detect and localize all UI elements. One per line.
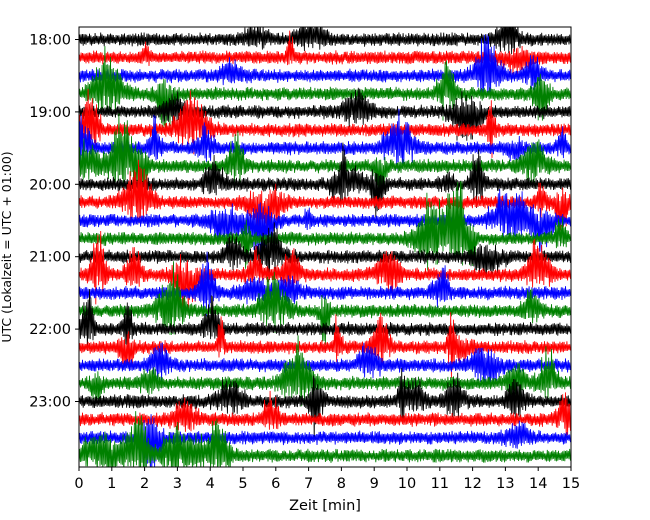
x-tick-label: 4 (206, 476, 215, 492)
x-tick-label: 9 (370, 476, 379, 492)
y-tick-label: 21:00 (29, 250, 71, 266)
x-tick-label: 10 (398, 476, 416, 492)
trace-group (79, 27, 571, 467)
trace-row-18 (79, 342, 571, 388)
trace-row-15 (79, 261, 571, 345)
trace-row-11 (79, 181, 571, 271)
x-tick-label: 5 (238, 476, 247, 492)
plot-frame (78, 26, 572, 468)
y-axis-title: UTC (Lokalzeit = UTC + 01:00) (0, 151, 14, 342)
y-axis: 18:00 19:00 20:00 21:00 22:00 23:00 (29, 33, 79, 411)
trace-row-8 (79, 142, 571, 218)
x-tick-label: 7 (304, 476, 313, 492)
trace-row-7 (79, 113, 571, 195)
x-tick-label: 8 (337, 476, 346, 492)
trace-row-12 (79, 222, 571, 281)
x-tick-label: 11 (431, 476, 449, 492)
x-tick-label: 12 (463, 476, 481, 492)
trace-row-3 (79, 46, 571, 129)
x-axis: 0 1 2 3 4 5 6 7 8 9 10 11 12 13 14 15 (74, 467, 580, 492)
x-tick-label: 15 (562, 476, 580, 492)
x-tick-label: 2 (140, 476, 149, 492)
trace-row-22 (79, 414, 571, 467)
y-tick-label: 20:00 (29, 177, 71, 193)
trace-row-19 (79, 335, 571, 407)
x-tick-label: 1 (107, 476, 116, 492)
x-tick-label: 6 (271, 476, 280, 492)
y-tick-label: 22:00 (29, 322, 71, 338)
y-tick-label: 18:00 (29, 33, 71, 49)
x-tick-label: 0 (74, 476, 83, 492)
trace-row-17 (79, 312, 571, 378)
trace-row-21 (79, 390, 571, 438)
trace-row-20 (79, 368, 571, 441)
trace-row-16 (79, 289, 571, 351)
trace-row-5 (79, 88, 571, 158)
x-axis-title: Zeit [min] (289, 498, 361, 514)
x-tick-label: 3 (173, 476, 182, 492)
trace-row-10 (79, 189, 571, 257)
trace-row-2 (79, 34, 571, 97)
trace-row-6 (79, 108, 571, 170)
x-tick-label: 14 (529, 476, 547, 492)
trace-row-14 (79, 251, 571, 317)
x-tick-label: 13 (496, 476, 514, 492)
trace-row-0 (79, 27, 571, 55)
y-tick-label: 19:00 (29, 105, 71, 121)
y-tick-label: 23:00 (29, 395, 71, 411)
trace-row-23 (79, 411, 571, 467)
trace-row-13 (79, 230, 571, 313)
trace-row-9 (79, 159, 571, 237)
trace-row-4 (79, 87, 571, 141)
